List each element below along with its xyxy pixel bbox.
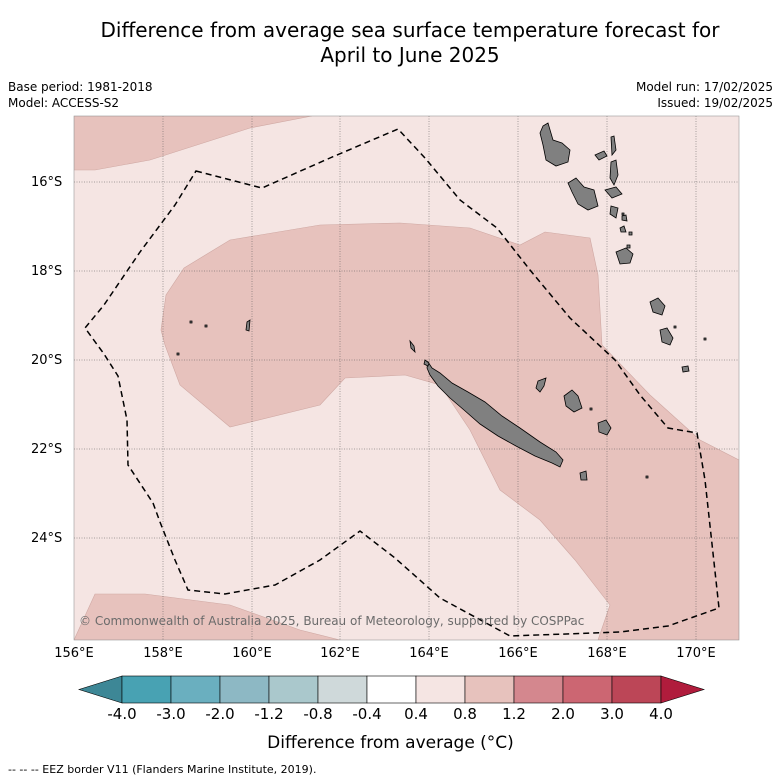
colorbar-tick-label: -2.0 [205, 705, 235, 723]
colorbar-segment-5 [317, 675, 368, 704]
meta-right: Model run: 17/02/2025 Issued: 19/02/2025 [636, 79, 773, 111]
colorbar-segment-10 [562, 675, 613, 704]
gridlines [74, 116, 739, 640]
colorbar-tick-label: 3.0 [600, 705, 624, 723]
lon-label-164e: 164°E [409, 646, 449, 661]
island-small-5 [621, 212, 625, 216]
colorbar-segment-3 [219, 675, 270, 704]
colorbar-segment-9 [513, 675, 564, 704]
land-masses [176, 122, 707, 481]
island-tanna [659, 327, 674, 346]
island-small-1 [673, 325, 677, 329]
colorbar-tick-label: 4.0 [649, 705, 673, 723]
colorbar-segment-2 [170, 675, 221, 704]
lon-label-160e: 160°E [232, 646, 272, 661]
island-aneityum [681, 365, 690, 373]
island-shepherd [621, 214, 628, 222]
colorbar-tick-label: 2.0 [551, 705, 575, 723]
anomaly-band-0.8-1.2-central [160, 222, 739, 640]
island-mare [597, 419, 612, 436]
island-isle-of-pines [579, 470, 588, 481]
colorbar-segment-11 [611, 675, 662, 704]
island-small-6 [645, 475, 649, 479]
island-malekula [567, 177, 599, 211]
island-small-9 [176, 352, 180, 356]
island-belep [423, 359, 430, 367]
island-d-entrecasteaux [409, 339, 416, 354]
colorbar-tick-label: 0.8 [453, 705, 477, 723]
colorbar-segment-4 [268, 675, 319, 704]
colorbar-segment-8 [464, 675, 515, 704]
island-small-4 [628, 231, 633, 236]
island-small-3 [626, 244, 631, 249]
island-tiga [589, 407, 593, 411]
lon-label-170e: 170°E [676, 646, 716, 661]
new-caledonia-island [426, 360, 564, 468]
lat-label-24s: 24°S [31, 531, 63, 546]
island-ouvea [535, 377, 547, 393]
colorbar-under-arrow [77, 675, 123, 704]
lon-label-156e: 156°E [54, 646, 94, 661]
model-run: Model run: 17/02/2025 [635, 80, 773, 94]
colorbar-over-arrow [660, 675, 706, 704]
island-ambrym [604, 186, 623, 199]
colorbar-tick-label: -1.2 [254, 705, 284, 723]
island-maewo [610, 135, 617, 157]
colorbar-tick-label: -0.8 [303, 705, 333, 723]
island-lifou [563, 389, 583, 413]
colorbar-title: Difference from average (°C) [267, 733, 514, 753]
model-name: Model: ACCESS-S2 [8, 96, 120, 110]
lat-label-18s: 18°S [31, 264, 63, 279]
colorbar-tick-label: -3.0 [156, 705, 186, 723]
island-chesterfield [245, 319, 251, 332]
island-erromango [649, 297, 666, 316]
colorbar-tick-label: -0.4 [352, 705, 382, 723]
chart-title: Difference from average sea surface temp… [60, 18, 760, 68]
colorbar-segment-7 [415, 675, 466, 704]
island-small-7 [189, 320, 193, 324]
island-pentecost [609, 159, 619, 186]
colorbar-tick-label: -4.0 [107, 705, 137, 723]
copyright-notice: © Commonwealth of Australia 2025, Bureau… [79, 614, 585, 628]
colorbar [77, 675, 706, 704]
map-area [74, 116, 739, 640]
anomaly-band-0.8-1.2-northwest [74, 116, 313, 171]
title-line-1: Difference from average sea surface temp… [100, 18, 720, 42]
lat-label-16s: 16°S [31, 175, 63, 190]
island-efate [615, 247, 634, 265]
eez-border [84, 128, 720, 637]
island-epi [609, 205, 619, 219]
island-small-8 [204, 324, 208, 328]
colorbar-tick-label: 0.4 [404, 705, 428, 723]
lat-label-20s: 20°S [31, 353, 63, 368]
lon-label-166e: 166°E [498, 646, 538, 661]
island-small-2 [703, 337, 707, 341]
meta-left: Base period: 1981-2018 Model: ACCESS-S2 [8, 79, 153, 111]
island-emae [619, 225, 627, 233]
anomaly-band-0.8-1.2-south [74, 593, 341, 640]
lon-label-158e: 158°E [143, 646, 183, 661]
lon-label-162e: 162°E [320, 646, 360, 661]
island-malo [594, 150, 608, 161]
eez-legend: -- -- -- EEZ border V11 (Flanders Marine… [8, 763, 317, 776]
colorbar-segment-6 [366, 675, 417, 704]
base-period: Base period: 1981-2018 [8, 80, 153, 94]
island-espiritu-santo [539, 122, 571, 167]
colorbar-tick-label: 1.2 [502, 705, 526, 723]
title-line-2: April to June 2025 [320, 43, 500, 67]
lat-label-22s: 22°S [31, 442, 63, 457]
map-frame [73, 115, 740, 641]
colorbar-segment-1 [121, 675, 172, 704]
issued-date: Issued: 19/02/2025 [657, 96, 773, 110]
lon-label-168e: 168°E [587, 646, 627, 661]
